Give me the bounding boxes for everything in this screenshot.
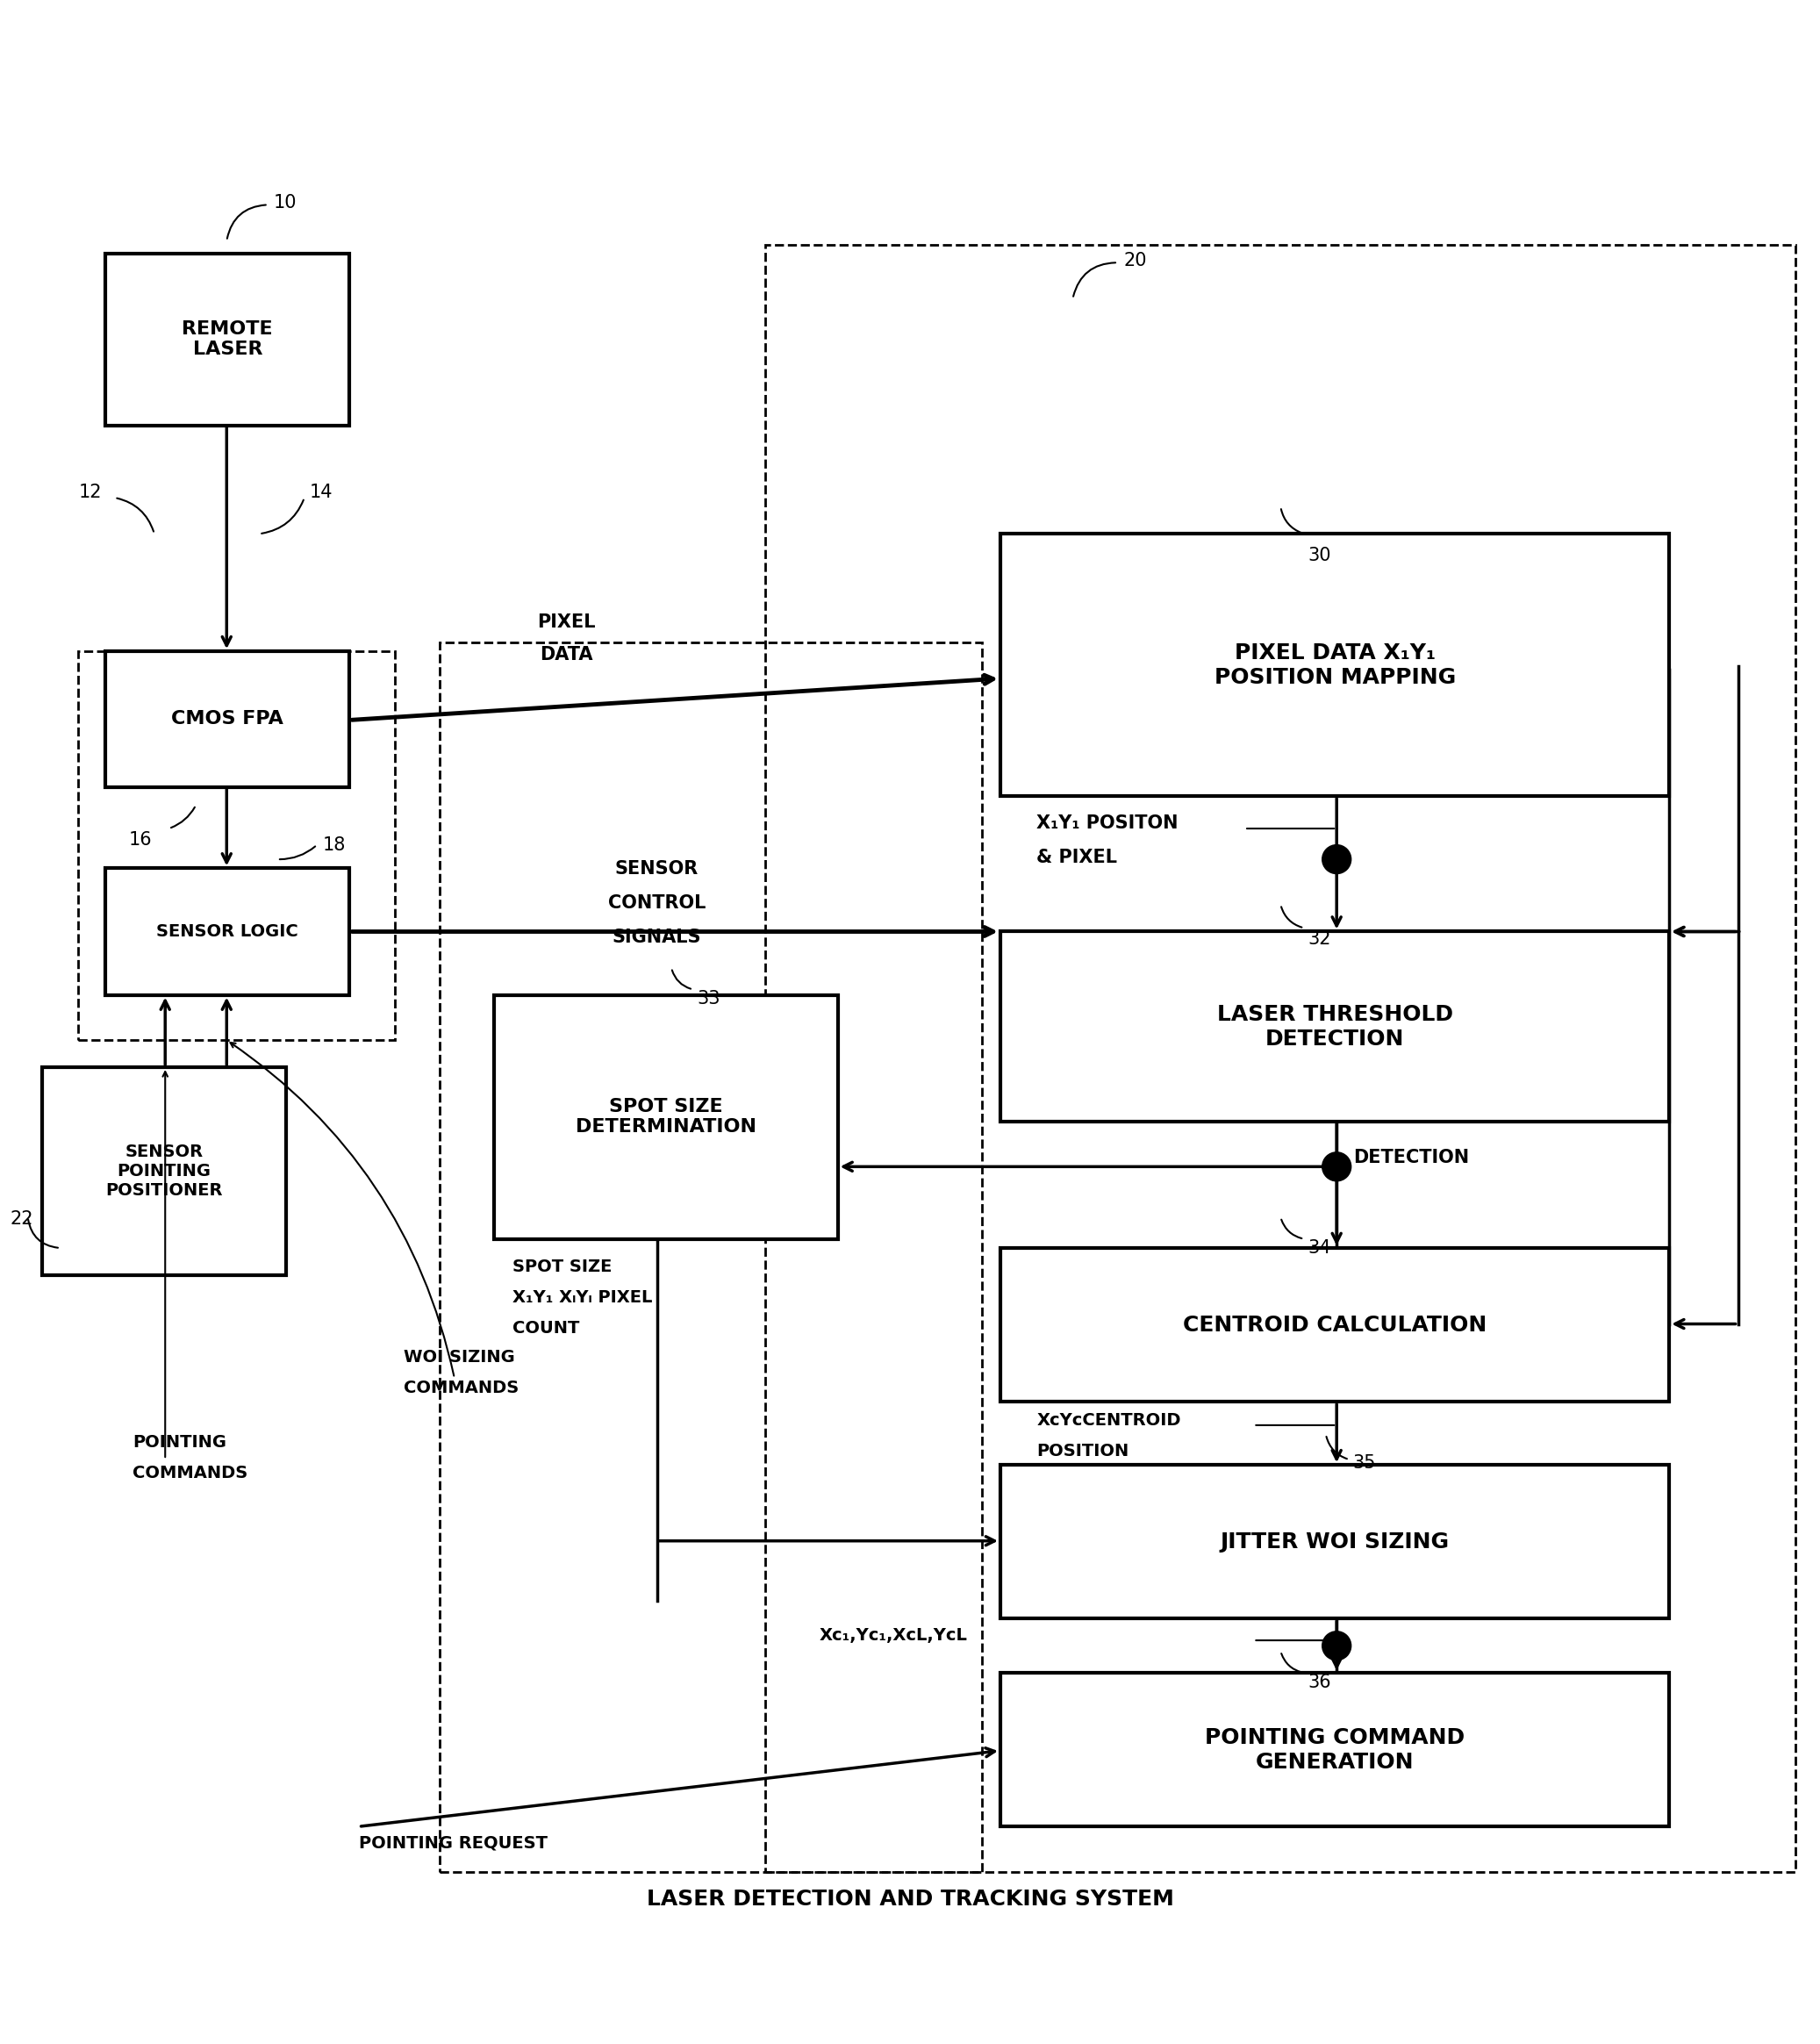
Text: SIGNALS: SIGNALS	[612, 928, 701, 946]
Text: SENSOR
POINTING
POSITIONER: SENSOR POINTING POSITIONER	[106, 1143, 222, 1200]
Text: CENTROID CALCULATION: CENTROID CALCULATION	[1183, 1314, 1487, 1335]
Text: PIXEL DATA X₁Y₁
POSITION MAPPING: PIXEL DATA X₁Y₁ POSITION MAPPING	[1214, 642, 1456, 687]
Text: CMOS FPA: CMOS FPA	[171, 711, 284, 728]
Text: SENSOR: SENSOR	[615, 861, 699, 877]
Text: 22: 22	[9, 1210, 33, 1228]
FancyBboxPatch shape	[1001, 1249, 1669, 1402]
Text: SENSOR LOGIC: SENSOR LOGIC	[157, 924, 298, 940]
Circle shape	[1321, 1153, 1350, 1181]
Text: 16: 16	[129, 830, 153, 848]
Text: 32: 32	[1309, 930, 1330, 948]
Circle shape	[1321, 844, 1350, 873]
FancyBboxPatch shape	[1001, 932, 1669, 1122]
Text: X₁Y₁ XₗYₗ PIXEL: X₁Y₁ XₗYₗ PIXEL	[511, 1290, 652, 1306]
Text: DETECTION: DETECTION	[1352, 1149, 1469, 1167]
Text: & PIXEL: & PIXEL	[1037, 848, 1117, 867]
Text: JITTER WOI SIZING: JITTER WOI SIZING	[1219, 1531, 1449, 1551]
Text: SPOT SIZE
DETERMINATION: SPOT SIZE DETERMINATION	[575, 1098, 757, 1136]
FancyBboxPatch shape	[1001, 1466, 1669, 1619]
FancyBboxPatch shape	[1001, 1672, 1669, 1827]
Text: XᴄYᴄCENTROID: XᴄYᴄCENTROID	[1037, 1412, 1181, 1429]
FancyBboxPatch shape	[106, 652, 349, 787]
Circle shape	[1321, 1631, 1350, 1660]
Text: POINTING: POINTING	[133, 1433, 226, 1451]
Text: 20: 20	[1123, 251, 1147, 270]
Text: REMOTE
LASER: REMOTE LASER	[182, 321, 273, 358]
Text: DATA: DATA	[541, 646, 593, 664]
FancyBboxPatch shape	[495, 995, 837, 1239]
Text: 18: 18	[322, 836, 346, 854]
Text: 34: 34	[1309, 1239, 1330, 1257]
Text: POINTING REQUEST: POINTING REQUEST	[359, 1836, 548, 1852]
Text: 36: 36	[1309, 1674, 1330, 1690]
Text: SPOT SIZE: SPOT SIZE	[511, 1259, 612, 1275]
Text: 35: 35	[1352, 1455, 1376, 1472]
FancyBboxPatch shape	[42, 1067, 286, 1275]
Text: 33: 33	[697, 989, 721, 1008]
Text: Xᴄ₁,Yᴄ₁,XᴄL,YᴄL: Xᴄ₁,Yᴄ₁,XᴄL,YᴄL	[819, 1627, 968, 1643]
Text: COUNT: COUNT	[511, 1320, 579, 1337]
Text: LASER THRESHOLD
DETECTION: LASER THRESHOLD DETECTION	[1218, 1004, 1452, 1049]
FancyBboxPatch shape	[106, 869, 349, 995]
Text: LASER DETECTION AND TRACKING SYSTEM: LASER DETECTION AND TRACKING SYSTEM	[646, 1889, 1174, 1909]
Text: 12: 12	[78, 484, 102, 501]
Text: 30: 30	[1309, 548, 1330, 564]
Text: 14: 14	[309, 484, 333, 501]
Text: COMMANDS: COMMANDS	[133, 1464, 248, 1482]
Text: 10: 10	[273, 194, 297, 213]
Text: X₁Y₁ POSITON: X₁Y₁ POSITON	[1037, 814, 1178, 832]
Text: CONTROL: CONTROL	[608, 893, 706, 912]
Text: POSITION: POSITION	[1037, 1443, 1128, 1459]
Text: WOI SIZING: WOI SIZING	[404, 1349, 515, 1365]
FancyBboxPatch shape	[1001, 533, 1669, 795]
FancyBboxPatch shape	[106, 253, 349, 425]
Text: COMMANDS: COMMANDS	[404, 1380, 519, 1396]
Text: PIXEL: PIXEL	[537, 613, 595, 632]
Text: POINTING COMMAND
GENERATION: POINTING COMMAND GENERATION	[1205, 1727, 1465, 1772]
